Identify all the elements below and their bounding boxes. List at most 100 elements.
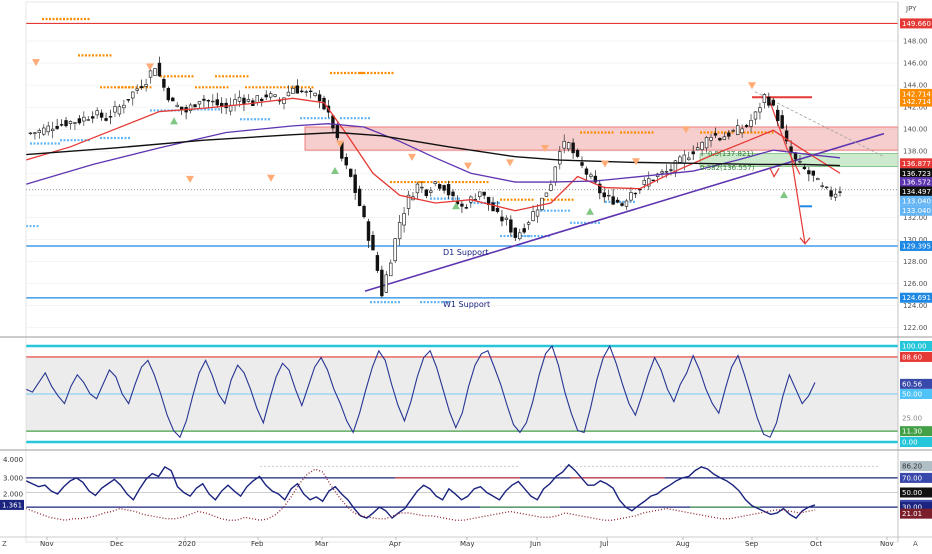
candle-body xyxy=(91,116,95,119)
candle-body xyxy=(193,104,197,108)
moving-average-line xyxy=(25,97,841,212)
candle-body xyxy=(598,183,602,194)
candle-body xyxy=(540,197,544,210)
y-tick-label: 138.00 xyxy=(903,148,928,156)
x-tick-label: Jul xyxy=(599,540,609,548)
y-tick-label: 144.00 xyxy=(903,82,928,90)
candle-body xyxy=(28,132,33,135)
sell-signal-marker xyxy=(186,175,194,183)
candle-body xyxy=(260,98,264,102)
oscillator-label-box xyxy=(900,413,932,423)
candle-body xyxy=(838,191,842,193)
price-label-box xyxy=(900,168,932,179)
x-tick-label: Apr xyxy=(389,540,401,548)
candle-body xyxy=(509,219,513,233)
candle-body xyxy=(104,118,108,121)
candle-body xyxy=(349,168,353,177)
candle-body xyxy=(95,110,99,116)
candle-body xyxy=(357,188,362,206)
sell-signal-marker xyxy=(601,160,609,168)
candle-body xyxy=(50,128,55,131)
lower-label-text: 21.01 xyxy=(902,510,922,518)
candle-body xyxy=(691,151,695,155)
candle-body xyxy=(651,179,655,182)
candle-body xyxy=(682,154,687,164)
candle-body xyxy=(735,125,740,135)
y-tick-label: 130.00 xyxy=(903,236,928,244)
y-tick-label: 146.00 xyxy=(903,60,928,68)
price-label-box xyxy=(900,240,932,251)
candle-body xyxy=(589,174,593,177)
fib-label-0-5: 0.5(137.821) xyxy=(708,150,754,158)
x-tick-label: Nov xyxy=(40,540,54,548)
lower-label-text: 86.20 xyxy=(902,463,922,471)
x-tick-label: Sep xyxy=(745,540,759,548)
lower-secondary-line xyxy=(25,468,816,521)
price-pane[interactable]: D1 Support W1 Support 0.5(137.821) 0.382(13… xyxy=(25,17,899,328)
candle-body xyxy=(344,157,348,166)
candle-body xyxy=(571,142,575,154)
oscillator-label-text: 0.00 xyxy=(902,439,918,447)
candle-body xyxy=(558,151,562,165)
candle-body xyxy=(731,130,735,132)
sell-signal-marker xyxy=(408,153,416,161)
oscillator-pane[interactable] xyxy=(25,344,898,444)
sell-signal-marker xyxy=(748,82,756,90)
x-tick-label: Oct xyxy=(810,540,822,548)
candle-body xyxy=(237,96,242,102)
candle-body xyxy=(99,112,104,118)
price-label-box xyxy=(900,195,932,206)
candle-body xyxy=(535,209,540,217)
candle-body xyxy=(624,200,629,207)
candle-body xyxy=(246,99,251,102)
candle-body xyxy=(575,149,580,157)
candle-body xyxy=(375,255,380,271)
candle-body xyxy=(55,125,59,129)
candle-body xyxy=(46,125,50,133)
candle-body xyxy=(633,192,638,195)
lower-label-box xyxy=(900,461,932,472)
x-tick-label: Jun xyxy=(529,540,541,548)
y-tick-label: 124.00 xyxy=(903,302,928,310)
x-tick-label: May xyxy=(460,540,474,548)
candle-body xyxy=(566,142,571,150)
x-tick-label: Feb xyxy=(251,540,264,548)
lower-label-box xyxy=(900,472,932,483)
candle-body xyxy=(389,262,393,277)
candle-body xyxy=(291,87,295,94)
candle-body xyxy=(166,87,171,101)
buy-signal-marker xyxy=(170,117,178,125)
candle-body xyxy=(762,94,767,103)
candle-body xyxy=(495,207,500,212)
price-label-box xyxy=(900,158,932,169)
candle-body xyxy=(64,120,68,127)
lower-indicator-pane[interactable] xyxy=(25,463,898,521)
candle-body xyxy=(424,189,429,197)
price-label-text: 134.497 xyxy=(902,188,931,196)
candle-body xyxy=(820,185,824,187)
sell-signal-marker xyxy=(541,145,549,153)
oscillator-label-text: 25.00 xyxy=(902,415,922,423)
annotation-w1-support: W1 Support xyxy=(443,300,490,309)
candle-body xyxy=(362,205,366,218)
y-tick-label: 126.00 xyxy=(903,280,928,288)
left-axis-tick: 2.000 xyxy=(3,490,23,498)
ascending-trendline xyxy=(364,132,885,292)
candle-body xyxy=(660,171,664,174)
candle-body xyxy=(460,203,464,207)
price-label-text: 124.691 xyxy=(902,294,931,302)
candle-body xyxy=(544,192,549,197)
candle-body xyxy=(740,128,744,134)
x-tick-label: Mar xyxy=(315,540,328,548)
candle-body xyxy=(313,92,317,96)
candle-body xyxy=(807,170,811,175)
oscillator-label-box xyxy=(900,437,932,447)
candle-body xyxy=(709,137,713,141)
candle-body xyxy=(211,100,215,103)
candle-body xyxy=(549,184,553,191)
price-label-text: 149.660 xyxy=(902,20,931,28)
lower-label-box xyxy=(900,487,932,498)
left-value-box xyxy=(0,499,24,510)
